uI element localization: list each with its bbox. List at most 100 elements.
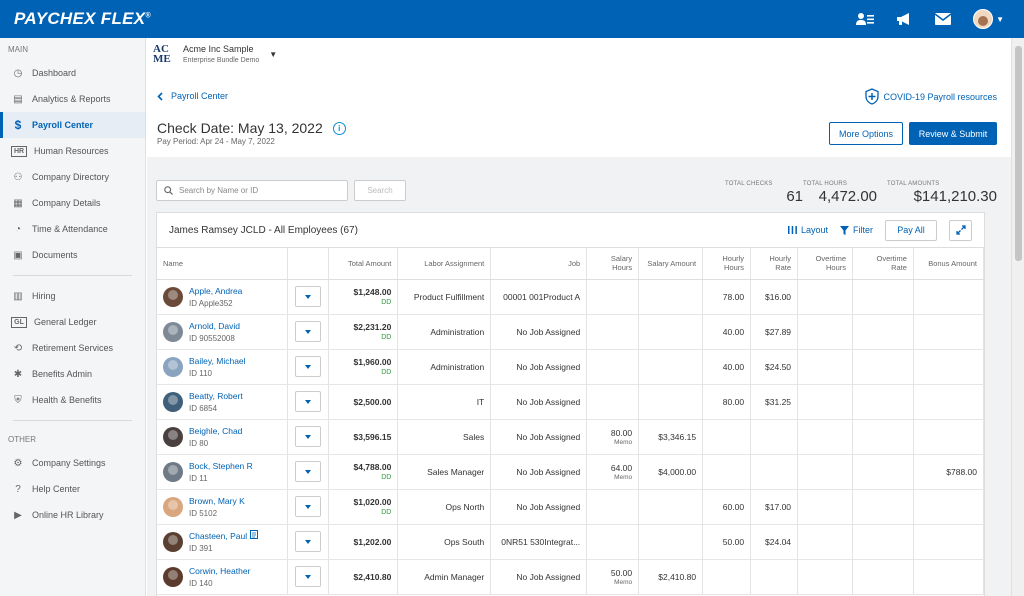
job-cell[interactable]: 00001 001Product A <box>490 279 588 315</box>
salary-hours-cell[interactable] <box>586 384 640 420</box>
job-cell[interactable]: No Job Assigned <box>490 454 588 490</box>
hourly-hours-cell[interactable] <box>702 454 752 490</box>
search-button[interactable]: Search <box>354 180 406 201</box>
overtime-rate-cell[interactable] <box>852 279 914 315</box>
labor-assignment-cell[interactable]: Administration <box>397 349 492 385</box>
chevron-down-icon[interactable]: ▼ <box>269 49 278 59</box>
overtime-rate-cell[interactable] <box>852 524 914 560</box>
megaphone-icon[interactable] <box>896 12 913 26</box>
column-header[interactable]: Total Amount <box>328 248 399 280</box>
breadcrumb[interactable]: Payroll Center <box>157 91 228 101</box>
labor-assignment-cell[interactable]: Admin Manager <box>397 559 492 595</box>
salary-hours-cell[interactable]: 50.00 Memo <box>586 559 640 595</box>
sidebar-item-retirement-services[interactable]: ⟲ Retirement Services <box>0 335 145 361</box>
bonus-amount-cell[interactable] <box>913 524 985 560</box>
row-menu-button[interactable] <box>295 321 322 342</box>
labor-assignment-cell[interactable]: Administration <box>397 314 492 350</box>
salary-amount-cell[interactable] <box>638 384 704 420</box>
salary-hours-cell[interactable] <box>586 489 640 525</box>
salary-amount-cell[interactable]: $2,410.80 <box>638 559 704 595</box>
sidebar-item-online-hr-library[interactable]: ▶ Online HR Library <box>0 502 145 528</box>
review-submit-button[interactable]: Review & Submit <box>909 122 997 145</box>
expand-icon[interactable] <box>949 219 972 241</box>
hourly-rate-cell[interactable]: $24.04 <box>750 524 799 560</box>
overtime-hours-cell[interactable] <box>797 454 853 490</box>
hourly-hours-cell[interactable]: 78.00 <box>702 279 752 315</box>
sidebar-item-analytics-reports[interactable]: ▤ Analytics & Reports <box>0 86 145 112</box>
labor-assignment-cell[interactable]: Ops North <box>397 489 492 525</box>
overtime-rate-cell[interactable] <box>852 419 914 455</box>
sidebar-item-time-attendance[interactable]: ◔ Time & Attendance <box>0 216 145 242</box>
salary-hours-cell[interactable]: 80.00 Memo <box>586 419 640 455</box>
column-header[interactable]: Labor Assignment <box>397 248 492 280</box>
employee-name-link[interactable]: Apple, Andrea <box>189 285 243 296</box>
search-input[interactable]: Search by Name or ID <box>156 180 348 201</box>
overtime-hours-cell[interactable] <box>797 349 853 385</box>
overtime-hours-cell[interactable] <box>797 559 853 595</box>
job-cell[interactable]: No Job Assigned <box>490 349 588 385</box>
hourly-hours-cell[interactable] <box>702 559 752 595</box>
info-icon[interactable]: i <box>332 121 346 135</box>
overtime-rate-cell[interactable] <box>852 314 914 350</box>
column-header[interactable]: Bonus Amount <box>913 248 985 280</box>
row-menu-button[interactable] <box>295 531 322 552</box>
labor-assignment-cell[interactable]: Sales Manager <box>397 454 492 490</box>
filter-button[interactable]: Filter <box>840 225 873 235</box>
pay-all-button[interactable]: Pay All <box>885 219 937 241</box>
bonus-amount-cell[interactable] <box>913 559 985 595</box>
page-scrollbar[interactable] <box>1011 38 1024 596</box>
labor-assignment-cell[interactable]: IT <box>397 384 492 420</box>
more-options-button[interactable]: More Options <box>829 122 903 145</box>
hourly-rate-cell[interactable] <box>750 559 799 595</box>
note-icon[interactable] <box>249 530 258 539</box>
employee-name-link[interactable]: Bailey, Michael <box>189 355 246 366</box>
row-menu-button[interactable] <box>295 286 322 307</box>
bonus-amount-cell[interactable]: $788.00 <box>913 454 985 490</box>
salary-amount-cell[interactable] <box>638 524 704 560</box>
bonus-amount-cell[interactable] <box>913 279 985 315</box>
overtime-rate-cell[interactable] <box>852 489 914 525</box>
hourly-rate-cell[interactable]: $17.00 <box>750 489 799 525</box>
sidebar-item-company-details[interactable]: ▦ Company Details <box>0 190 145 216</box>
bonus-amount-cell[interactable] <box>913 419 985 455</box>
employee-name-link[interactable]: Corwin, Heather <box>189 565 251 576</box>
column-header[interactable]: Overtime Hours <box>797 248 853 280</box>
employee-name-link[interactable]: Beatty, Robert <box>189 390 243 401</box>
labor-assignment-cell[interactable]: Product Fulfillment <box>397 279 492 315</box>
job-cell[interactable]: No Job Assigned <box>490 559 588 595</box>
salary-hours-cell[interactable]: 64.00 Memo <box>586 454 640 490</box>
job-cell[interactable]: No Job Assigned <box>490 419 588 455</box>
hourly-hours-cell[interactable]: 40.00 <box>702 314 752 350</box>
scrollbar-thumb[interactable] <box>1015 46 1022 261</box>
employee-name-link[interactable]: Beighle, Chad <box>189 425 243 436</box>
salary-hours-cell[interactable] <box>586 314 640 350</box>
overtime-hours-cell[interactable] <box>797 419 853 455</box>
bonus-amount-cell[interactable] <box>913 349 985 385</box>
overtime-hours-cell[interactable] <box>797 314 853 350</box>
overtime-hours-cell[interactable] <box>797 279 853 315</box>
labor-assignment-cell[interactable]: Ops South <box>397 524 492 560</box>
brand-logo[interactable]: PAYCHEX FLEX® <box>14 9 151 28</box>
overtime-rate-cell[interactable] <box>852 454 914 490</box>
column-header[interactable]: Overtime Rate <box>852 248 914 280</box>
salary-amount-cell[interactable] <box>638 279 704 315</box>
sidebar-item-health-benefits[interactable]: ⛨ Health & Benefits <box>0 387 145 413</box>
column-header[interactable]: Name <box>157 248 289 280</box>
job-cell[interactable]: 0NR51 530Integrat... <box>490 524 588 560</box>
salary-amount-cell[interactable]: $4,000.00 <box>638 454 704 490</box>
layout-button[interactable]: Layout <box>787 225 828 235</box>
salary-amount-cell[interactable]: $3,346.15 <box>638 419 704 455</box>
sidebar-item-company-directory[interactable]: ⚇ Company Directory <box>0 164 145 190</box>
sidebar-item-documents[interactable]: ▣ Documents <box>0 242 145 268</box>
sidebar-item-general-ledger[interactable]: GL General Ledger <box>0 309 145 335</box>
hourly-rate-cell[interactable]: $24.50 <box>750 349 799 385</box>
employee-name-link[interactable]: Brown, Mary K <box>189 495 245 506</box>
user-avatar[interactable] <box>973 9 994 29</box>
salary-amount-cell[interactable] <box>638 489 704 525</box>
column-header[interactable]: Hourly Rate <box>750 248 799 280</box>
job-cell[interactable]: No Job Assigned <box>490 314 588 350</box>
row-menu-button[interactable] <box>295 391 322 412</box>
hourly-rate-cell[interactable] <box>750 454 799 490</box>
salary-hours-cell[interactable] <box>586 524 640 560</box>
hourly-rate-cell[interactable] <box>750 419 799 455</box>
